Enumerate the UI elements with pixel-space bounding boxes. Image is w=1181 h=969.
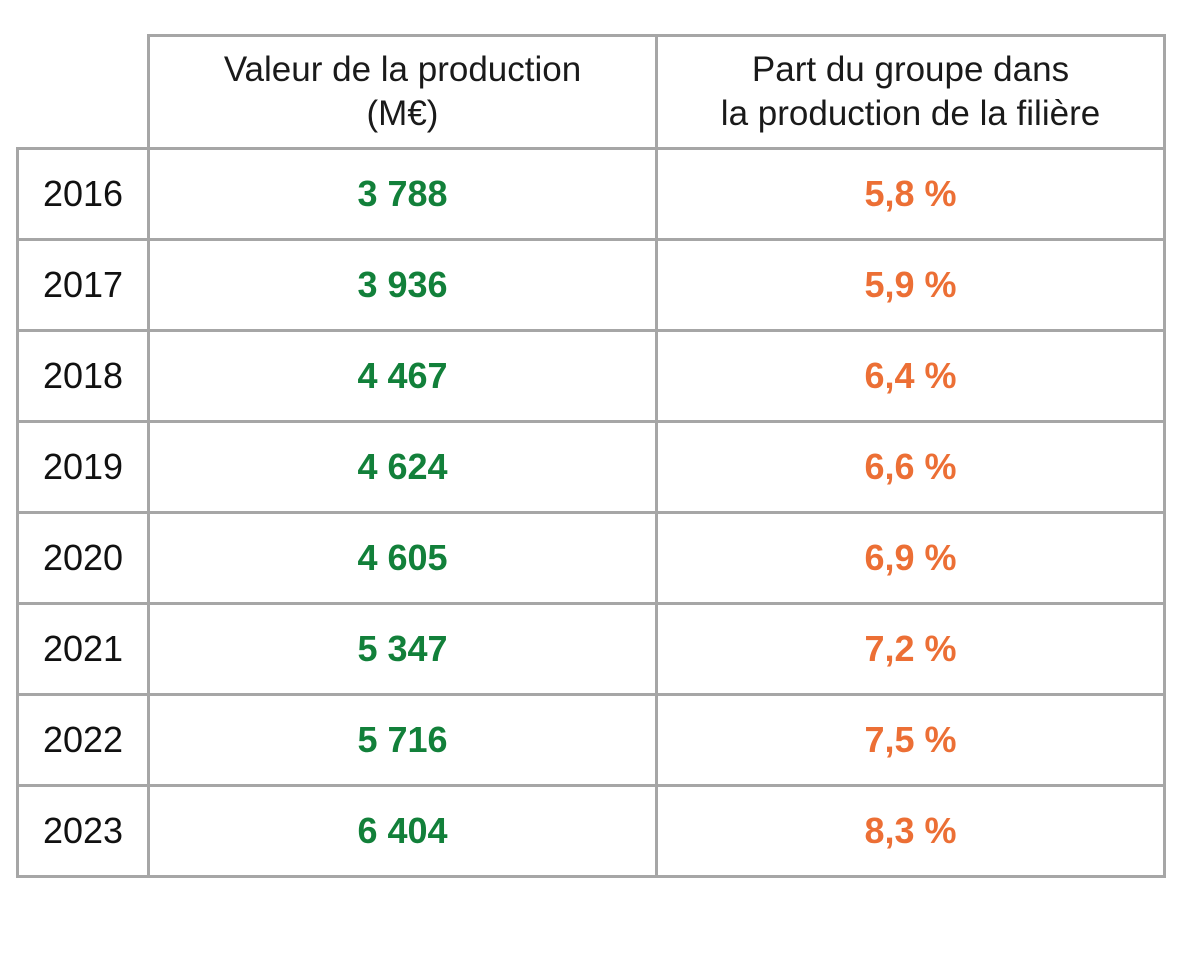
production-value-cell: 4 605 [147, 511, 658, 605]
year-cell: 2021 [16, 602, 150, 696]
header-group-share-line-1: Part du groupe dans [751, 50, 1070, 89]
group-share-cell: 8,3 % [655, 784, 1166, 878]
production-value-cell: 3 788 [147, 147, 658, 241]
table-row: 2022 5 716 7,5 % [16, 693, 1166, 787]
group-share-cell: 6,9 % [655, 511, 1166, 605]
table-row: 2019 4 624 6,6 % [16, 420, 1166, 514]
year-cell: 2019 [16, 420, 150, 514]
group-share-cell: 7,2 % [655, 602, 1166, 696]
year-cell: 2017 [16, 238, 150, 332]
production-value-cell: 4 624 [147, 420, 658, 514]
year-cell: 2022 [16, 693, 150, 787]
production-value-cell: 4 467 [147, 329, 658, 423]
group-share-cell: 6,4 % [655, 329, 1166, 423]
table-row: 2017 3 936 5,9 % [16, 238, 1166, 332]
table-row: 2016 3 788 5,8 % [16, 147, 1166, 241]
table-row: 2020 4 605 6,9 % [16, 511, 1166, 605]
year-cell: 2016 [16, 147, 150, 241]
header-production-value-line-2: (M€) [366, 94, 439, 133]
production-value-cell: 5 716 [147, 693, 658, 787]
production-table: Valeur de la production (M€) Part du gro… [16, 34, 1166, 878]
header-production-value: Valeur de la production (M€) [147, 34, 658, 150]
table-row: 2023 6 404 8,3 % [16, 784, 1166, 878]
year-cell: 2023 [16, 784, 150, 878]
header-corner-cell [17, 35, 150, 150]
year-cell: 2018 [16, 329, 150, 423]
production-value-cell: 6 404 [147, 784, 658, 878]
group-share-cell: 6,6 % [655, 420, 1166, 514]
group-share-cell: 7,5 % [655, 693, 1166, 787]
table-row: 2018 4 467 6,4 % [16, 329, 1166, 423]
header-row: Valeur de la production (M€) Part du gro… [17, 34, 1166, 150]
group-share-cell: 5,9 % [655, 238, 1166, 332]
table-body: 2016 3 788 5,8 % 2017 3 936 5,9 % 2018 4 467 6,4… [16, 147, 1166, 878]
production-value-cell: 5 347 [147, 602, 658, 696]
production-value-cell: 3 936 [147, 238, 658, 332]
header-group-share: Part du groupe dans la production de la … [655, 34, 1166, 150]
table-row: 2021 5 347 7,2 % [16, 602, 1166, 696]
year-cell: 2020 [16, 511, 150, 605]
group-share-cell: 5,8 % [655, 147, 1166, 241]
header-production-value-line-1: Valeur de la production [223, 50, 582, 89]
header-group-share-line-2: la production de la filière [720, 94, 1101, 133]
data-table-container: Valeur de la production (M€) Part du gro… [16, 34, 1166, 878]
